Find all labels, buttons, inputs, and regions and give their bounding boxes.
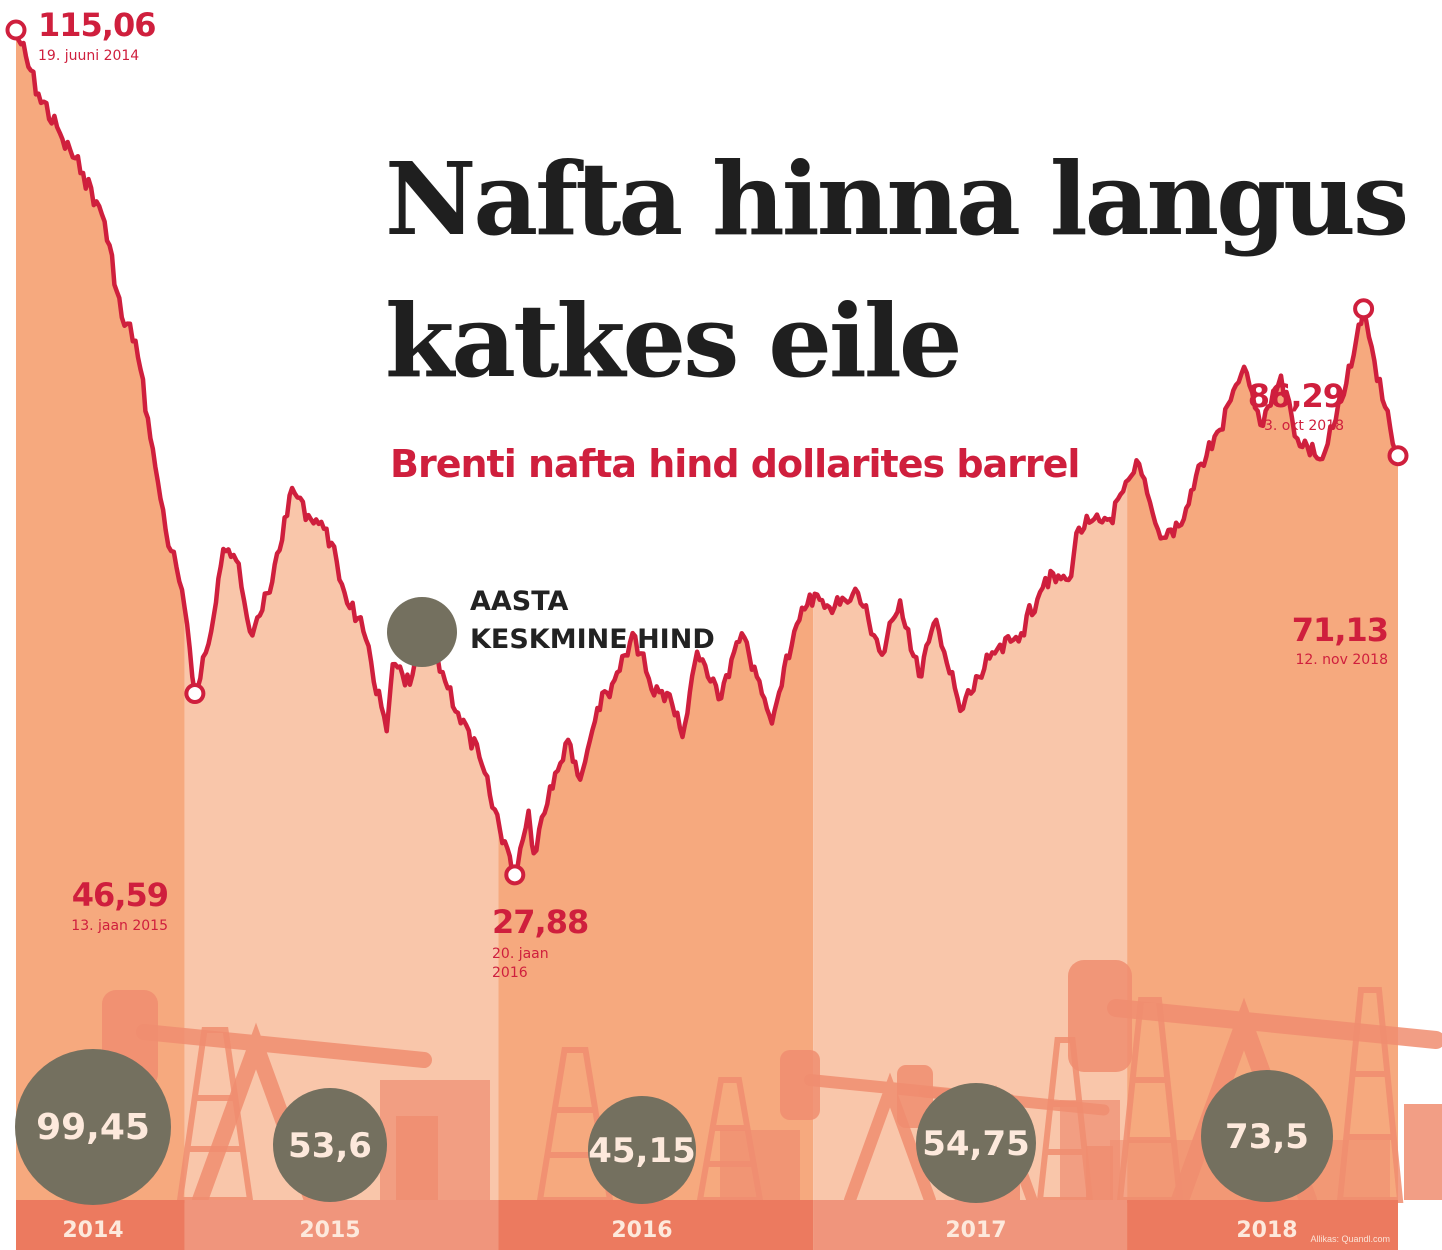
annotation-value-2014-06-19: 115,06 [38, 6, 155, 44]
year-band-2016 [498, 594, 814, 1250]
average-circle-2018 [1201, 1070, 1333, 1202]
price-line [13, 27, 1401, 878]
year-label-2016: 2016 [611, 1218, 672, 1243]
annotation-date-2018-11-12: 12. nov 2018 [1295, 652, 1388, 668]
year-band-2017 [813, 480, 1128, 1250]
annotation-date-2015-01-13: 13. jaan 2015 [71, 918, 168, 934]
annotation-date-2018-10-03: 3. okt 2018 [1264, 418, 1344, 434]
average-circle-2016 [588, 1096, 696, 1204]
oil-field-silhouette-icon [102, 960, 1442, 1209]
legend-label: AASTA KESKMINE HIND [470, 586, 715, 655]
yearly-averages: 99,45 53,6 45,15 54,75 73,5 [15, 1049, 1333, 1205]
average-value-2018: 73,5 [1225, 1117, 1309, 1157]
year-label-2018: 2018 [1236, 1218, 1297, 1243]
annotation-date-2016-01-20: 20. jaan [492, 946, 549, 962]
average-circle-2015 [273, 1088, 387, 1202]
average-circle-2017 [916, 1083, 1036, 1203]
annotation-value-2018-11-12: 71,13 [1292, 611, 1388, 649]
marker-2018-10-03 [1353, 298, 1375, 320]
peak-annotations: 115,06 19. juuni 2014 46,59 13. jaan 2015 27… [5, 6, 1409, 981]
chart-title: Nafta hinna langus katkes eile [385, 140, 1409, 400]
year-band-2014 [16, 30, 185, 1250]
average-value-2017: 54,75 [922, 1124, 1030, 1164]
year-strips [16, 1200, 1398, 1250]
average-value-2014: 99,45 [36, 1107, 150, 1148]
year-strip-2017 [813, 1200, 1128, 1250]
year-labels: 2014 2015 2016 2017 2018 [62, 1218, 1297, 1243]
marker-2014-06-19 [5, 19, 27, 41]
year-label-2017: 2017 [945, 1218, 1006, 1243]
legend-average-dot-icon [387, 597, 457, 667]
year-strip-2014 [16, 1200, 185, 1250]
year-strip-2016 [498, 1200, 814, 1250]
year-strip-2015 [184, 1200, 499, 1250]
average-value-2015: 53,6 [288, 1126, 372, 1166]
marker-2018-11-12 [1387, 445, 1409, 467]
marker-2015-01-13 [184, 683, 206, 705]
annotation-value-2018-10-03: 86,29 [1248, 377, 1344, 415]
legend: AASTA KESKMINE HIND [385, 583, 715, 693]
annotation-value-2016-01-20: 27,88 [492, 903, 588, 941]
year-label-2014: 2014 [62, 1218, 123, 1243]
chart-subtitle: Brenti nafta hind dollarites barrel [390, 442, 1080, 486]
source-note: Allikas: Quandl.com [1310, 1234, 1390, 1244]
annotation-value-2015-01-13: 46,59 [72, 876, 168, 914]
year-strip-2018 [1127, 1200, 1398, 1250]
annotation-date-year-2016-01-20: 2016 [492, 965, 528, 981]
year-label-2015: 2015 [299, 1218, 360, 1243]
average-value-2016: 45,15 [588, 1131, 696, 1171]
annotation-date-2014-06-19: 19. juuni 2014 [38, 48, 139, 64]
average-circle-2014 [15, 1049, 171, 1205]
marker-2016-01-20 [504, 864, 526, 886]
